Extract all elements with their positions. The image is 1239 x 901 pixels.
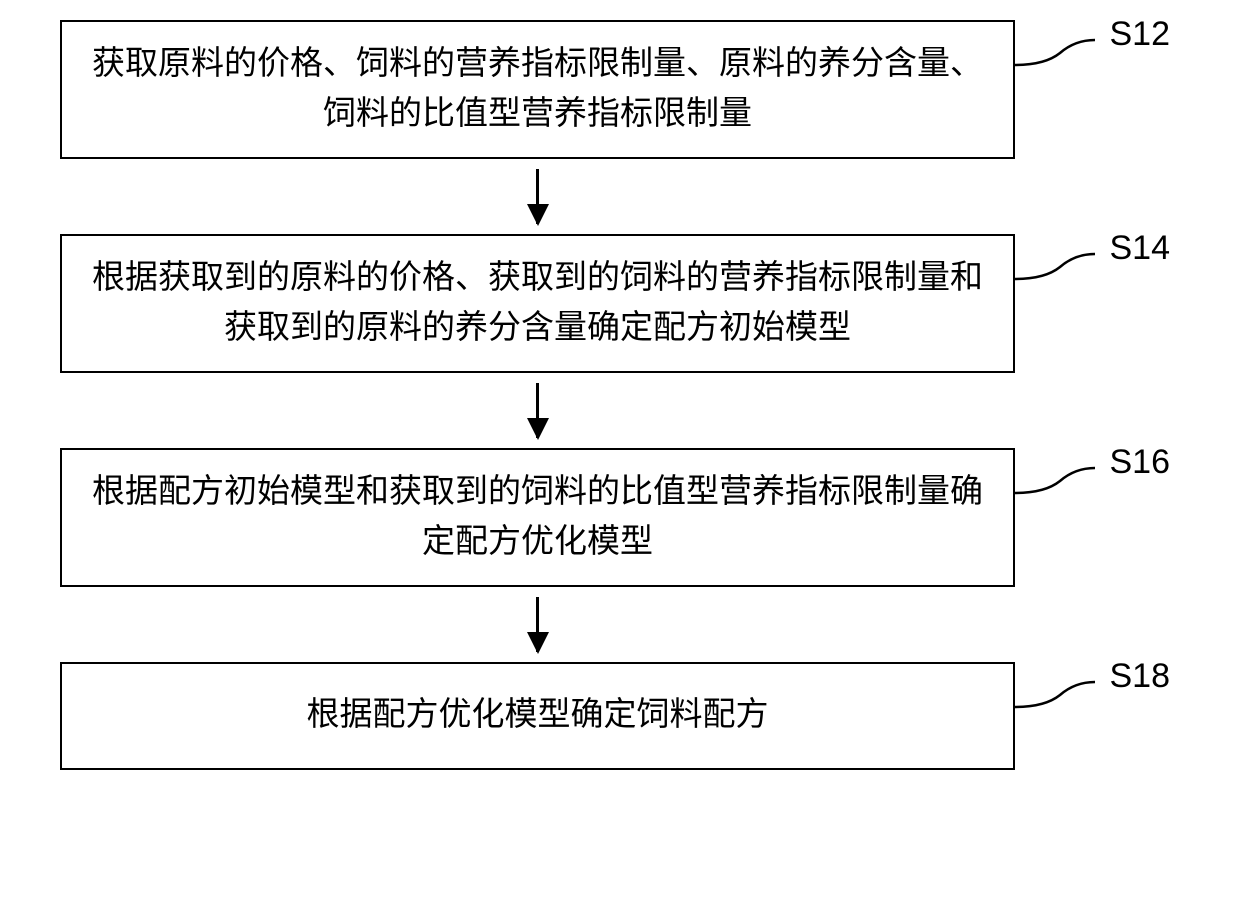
- arrow-down-icon: [536, 383, 539, 438]
- flowchart-container: 获取原料的价格、饲料的营养指标限制量、原料的养分含量、饲料的比值型营养指标限制量…: [60, 20, 1180, 770]
- step-wrapper-s16: 根据配方初始模型和获取到的饲料的比值型营养指标限制量确定配方优化模型 S16: [60, 448, 1180, 587]
- arrow-container-1: [60, 159, 1015, 234]
- step-text-s16: 根据配方初始模型和获取到的饲料的比值型营养指标限制量确定配方优化模型: [92, 468, 983, 567]
- step-box-s12: 获取原料的价格、饲料的营养指标限制量、原料的养分含量、饲料的比值型营养指标限制量: [60, 20, 1015, 159]
- connector-curve-icon: [1015, 249, 1095, 284]
- arrow-container-3: [60, 587, 1015, 662]
- connector-curve-icon: [1015, 677, 1095, 712]
- step-text-s18: 根据配方优化模型确定饲料配方: [307, 691, 769, 741]
- step-wrapper-s14: 根据获取到的原料的价格、获取到的饲料的营养指标限制量和获取到的原料的养分含量确定…: [60, 234, 1180, 373]
- arrow-down-icon: [536, 597, 539, 652]
- step-label-s16: S16: [1110, 443, 1171, 482]
- step-label-s18: S18: [1110, 657, 1171, 696]
- step-box-s14: 根据获取到的原料的价格、获取到的饲料的营养指标限制量和获取到的原料的养分含量确定…: [60, 234, 1015, 373]
- arrow-down-icon: [536, 169, 539, 224]
- step-box-s16: 根据配方初始模型和获取到的饲料的比值型营养指标限制量确定配方优化模型: [60, 448, 1015, 587]
- arrow-container-2: [60, 373, 1015, 448]
- step-text-s12: 获取原料的价格、饲料的营养指标限制量、原料的养分含量、饲料的比值型营养指标限制量: [92, 40, 983, 139]
- step-text-s14: 根据获取到的原料的价格、获取到的饲料的营养指标限制量和获取到的原料的养分含量确定…: [92, 254, 983, 353]
- connector-curve-icon: [1015, 35, 1095, 70]
- step-wrapper-s18: 根据配方优化模型确定饲料配方 S18: [60, 662, 1180, 770]
- step-label-s14: S14: [1110, 229, 1171, 268]
- step-box-s18: 根据配方优化模型确定饲料配方: [60, 662, 1015, 770]
- connector-curve-icon: [1015, 463, 1095, 498]
- step-label-s12: S12: [1110, 15, 1171, 54]
- step-wrapper-s12: 获取原料的价格、饲料的营养指标限制量、原料的养分含量、饲料的比值型营养指标限制量…: [60, 20, 1180, 159]
